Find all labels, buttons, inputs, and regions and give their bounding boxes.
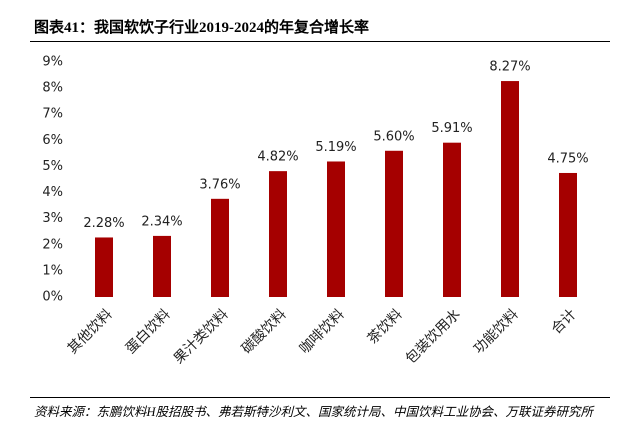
bar: [559, 172, 577, 297]
value-label: 8.27%: [489, 60, 530, 75]
bar: [501, 81, 519, 297]
y-tick-label: 3%: [42, 211, 63, 226]
source-rule: [30, 397, 610, 398]
bar: [327, 161, 345, 297]
y-tick-label: 7%: [42, 107, 63, 122]
value-label: 5.19%: [315, 140, 356, 155]
y-tick-label: 6%: [42, 133, 63, 148]
bar: [443, 142, 461, 297]
value-label: 2.34%: [141, 214, 182, 229]
chart-title: 图表41：我国软饮子行业2019-2024的年复合增长率: [34, 20, 369, 36]
x-tick-label: 茶饮料: [365, 306, 406, 347]
value-label: 2.28%: [83, 216, 124, 231]
value-label: 3.76%: [199, 177, 240, 192]
value-label: 4.82%: [257, 150, 298, 165]
y-tick-label: 0%: [42, 290, 63, 305]
x-tick-label: 咖啡饮料: [297, 306, 348, 357]
y-tick-label: 4%: [42, 185, 63, 200]
x-tick-label: 功能饮料: [471, 306, 522, 357]
x-tick-label: 其他饮料: [65, 306, 116, 357]
bar: [95, 237, 113, 297]
x-tick-label: 蛋白饮料: [123, 306, 174, 357]
bar: [385, 150, 403, 297]
y-tick-label: 2%: [42, 237, 63, 252]
title-rule: [30, 41, 610, 42]
x-tick-label: 果汁类饮料: [171, 306, 232, 367]
value-label: 5.60%: [373, 129, 414, 144]
x-tick-label: 碳酸饮料: [239, 306, 290, 357]
bar: [153, 235, 171, 297]
source-note: 资料来源：东鹏饮料H股招股书、弗若斯特沙利文、国家统计局、中国饮料工业协会、万联…: [34, 405, 594, 419]
y-tick-label: 5%: [42, 159, 63, 174]
value-label: 5.91%: [431, 121, 472, 136]
x-tick-label: 包装饮用水: [403, 306, 464, 367]
x-tick-label: 合计: [549, 306, 580, 337]
bar: [269, 171, 287, 297]
y-tick-label: 1%: [42, 263, 63, 278]
bar: [211, 198, 229, 297]
value-label: 4.75%: [547, 151, 588, 166]
y-tick-label: 9%: [42, 55, 63, 70]
y-tick-label: 8%: [42, 81, 63, 96]
